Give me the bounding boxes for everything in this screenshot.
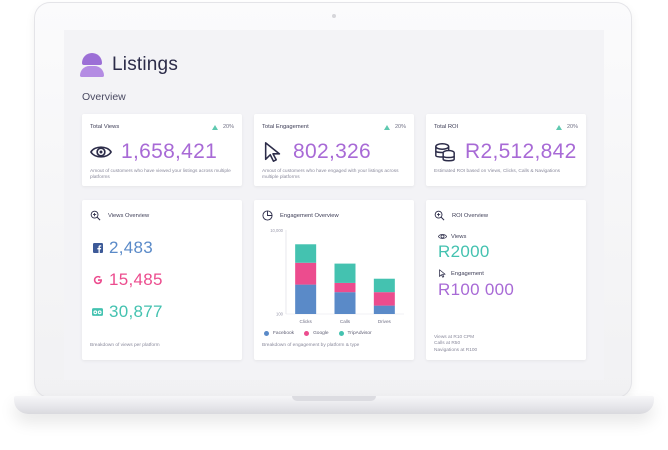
y-tick-label: 100: [276, 312, 284, 317]
roi-note: Calls at R50: [434, 341, 461, 347]
card-label: Total Engagement: [262, 124, 309, 130]
y-tick-label: 10,000: [270, 228, 283, 233]
roi-engagement-value: R100 000: [438, 280, 515, 299]
tripadvisor-views-value: 30,877: [109, 302, 163, 321]
card-label: Total Views: [90, 124, 120, 130]
legend-label: Facebook: [273, 331, 295, 336]
legend-label: Google: [313, 331, 329, 336]
total-engagement-card[interactable]: Total Engagement 20% 802,326 Amout of cu…: [254, 114, 414, 186]
card-footer: Breakdown of views per platform: [90, 343, 160, 348]
total-views-value: 1,658,421: [121, 140, 218, 163]
change-value: 20%: [566, 124, 578, 130]
bar-segment-google: [295, 262, 317, 285]
legend-swatch: [304, 331, 310, 336]
roi-engagement-label: Engagement: [451, 270, 484, 277]
engagement-chart: 10,000 100 Clicks Calls Drives: [270, 228, 404, 324]
dashboard-screen: Listings Overview Total Views 20% 1,658,…: [64, 30, 604, 380]
trend-up-icon: [555, 124, 562, 130]
legend-swatch: [338, 331, 344, 336]
tripadvisor-icon: [92, 307, 103, 318]
total-engagement-value: 802,326: [293, 140, 372, 163]
app-header: Listings: [80, 50, 178, 80]
total-views-card[interactable]: Total Views 20% 1,658,421 Amout of custo…: [82, 114, 242, 186]
trend-up-icon: [211, 124, 218, 130]
change-value: 20%: [394, 124, 406, 130]
engagement-overview-card[interactable]: Engagement Overview 10,000 100 Clicks Calls…: [254, 200, 414, 360]
section-title: Overview: [82, 91, 126, 103]
total-roi-card[interactable]: Total ROI 20% R2,512,842 Estimated ROI b…: [426, 114, 586, 186]
cursor-icon: [264, 142, 281, 162]
cursor-icon: [439, 269, 446, 278]
camera: [332, 14, 336, 18]
roi-note: Navigations at R100: [434, 347, 478, 353]
eye-icon: [90, 146, 112, 158]
bar-segment-facebook: [373, 305, 395, 314]
bar-segment-tripadvisor: [334, 263, 356, 283]
change-badge: 20%: [555, 124, 578, 130]
bar-segment-google: [373, 292, 395, 306]
roi-notes: Views at R10 CPM Calls at R50 Navigation…: [434, 335, 477, 354]
x-tick-label: Calls: [340, 319, 351, 324]
change-badge: 20%: [383, 124, 406, 130]
views-overview-card[interactable]: Views Overview 2,483 15,485 30,877 Break…: [82, 200, 242, 360]
google-icon: [92, 275, 103, 286]
pie-chart-icon: [262, 210, 273, 221]
legend-swatch: [264, 331, 269, 336]
chart-legend: Facebook Google TripAdvisor: [264, 331, 382, 336]
change-value: 20%: [222, 124, 234, 130]
x-tick-label: Clicks: [300, 319, 313, 324]
bar-segment-tripadvisor: [295, 244, 317, 263]
listings-logo-icon: [80, 53, 104, 77]
legend-item-facebook[interactable]: Facebook: [264, 331, 294, 336]
page-title: Listings: [112, 54, 179, 75]
roi-views-label: Views: [451, 233, 467, 240]
legend-item-tripadvisor[interactable]: TripAdvisor: [338, 331, 372, 336]
google-views-value: 15,485: [109, 270, 163, 289]
magnify-plus-icon: [90, 210, 101, 221]
legend-item-google[interactable]: Google: [304, 331, 329, 336]
coins-icon: [435, 143, 455, 162]
laptop-base: [14, 396, 654, 414]
card-footer: Breakdown of engagement by platform & ty…: [262, 343, 360, 348]
bar-segment-facebook: [295, 284, 317, 314]
x-tick-label: Drives: [378, 319, 392, 324]
card-label: Total ROI: [434, 124, 459, 130]
roi-note: Views at R10 CPM: [434, 335, 475, 340]
total-roi-value: R2,512,842: [465, 140, 577, 163]
card-description: Estimated ROI based on Views, Clicks, Ca…: [434, 169, 561, 174]
facebook-icon: [92, 243, 103, 254]
card-title: Engagement Overview: [280, 212, 339, 219]
card-description: Amout of customers who have engaged with…: [262, 169, 399, 181]
bar-segment-facebook: [334, 292, 356, 314]
card-title: Views Overview: [108, 212, 150, 219]
bar-segment-google: [334, 282, 356, 293]
legend-label: TripAdvisor: [347, 331, 372, 336]
roi-views-value: R2000: [438, 242, 490, 261]
trend-up-icon: [383, 124, 390, 130]
magnify-plus-icon: [434, 210, 445, 221]
change-badge: 20%: [211, 124, 234, 130]
card-description: Amout of customers who have viewed your …: [90, 169, 231, 181]
eye-icon: [438, 234, 447, 239]
roi-overview-card[interactable]: ROI Overview Views R2000 Engagement R100…: [426, 200, 586, 360]
laptop-notch: [292, 396, 376, 401]
card-title: ROI Overview: [452, 212, 489, 219]
facebook-views-value: 2,483: [109, 238, 154, 257]
bar-segment-tripadvisor: [373, 278, 395, 293]
